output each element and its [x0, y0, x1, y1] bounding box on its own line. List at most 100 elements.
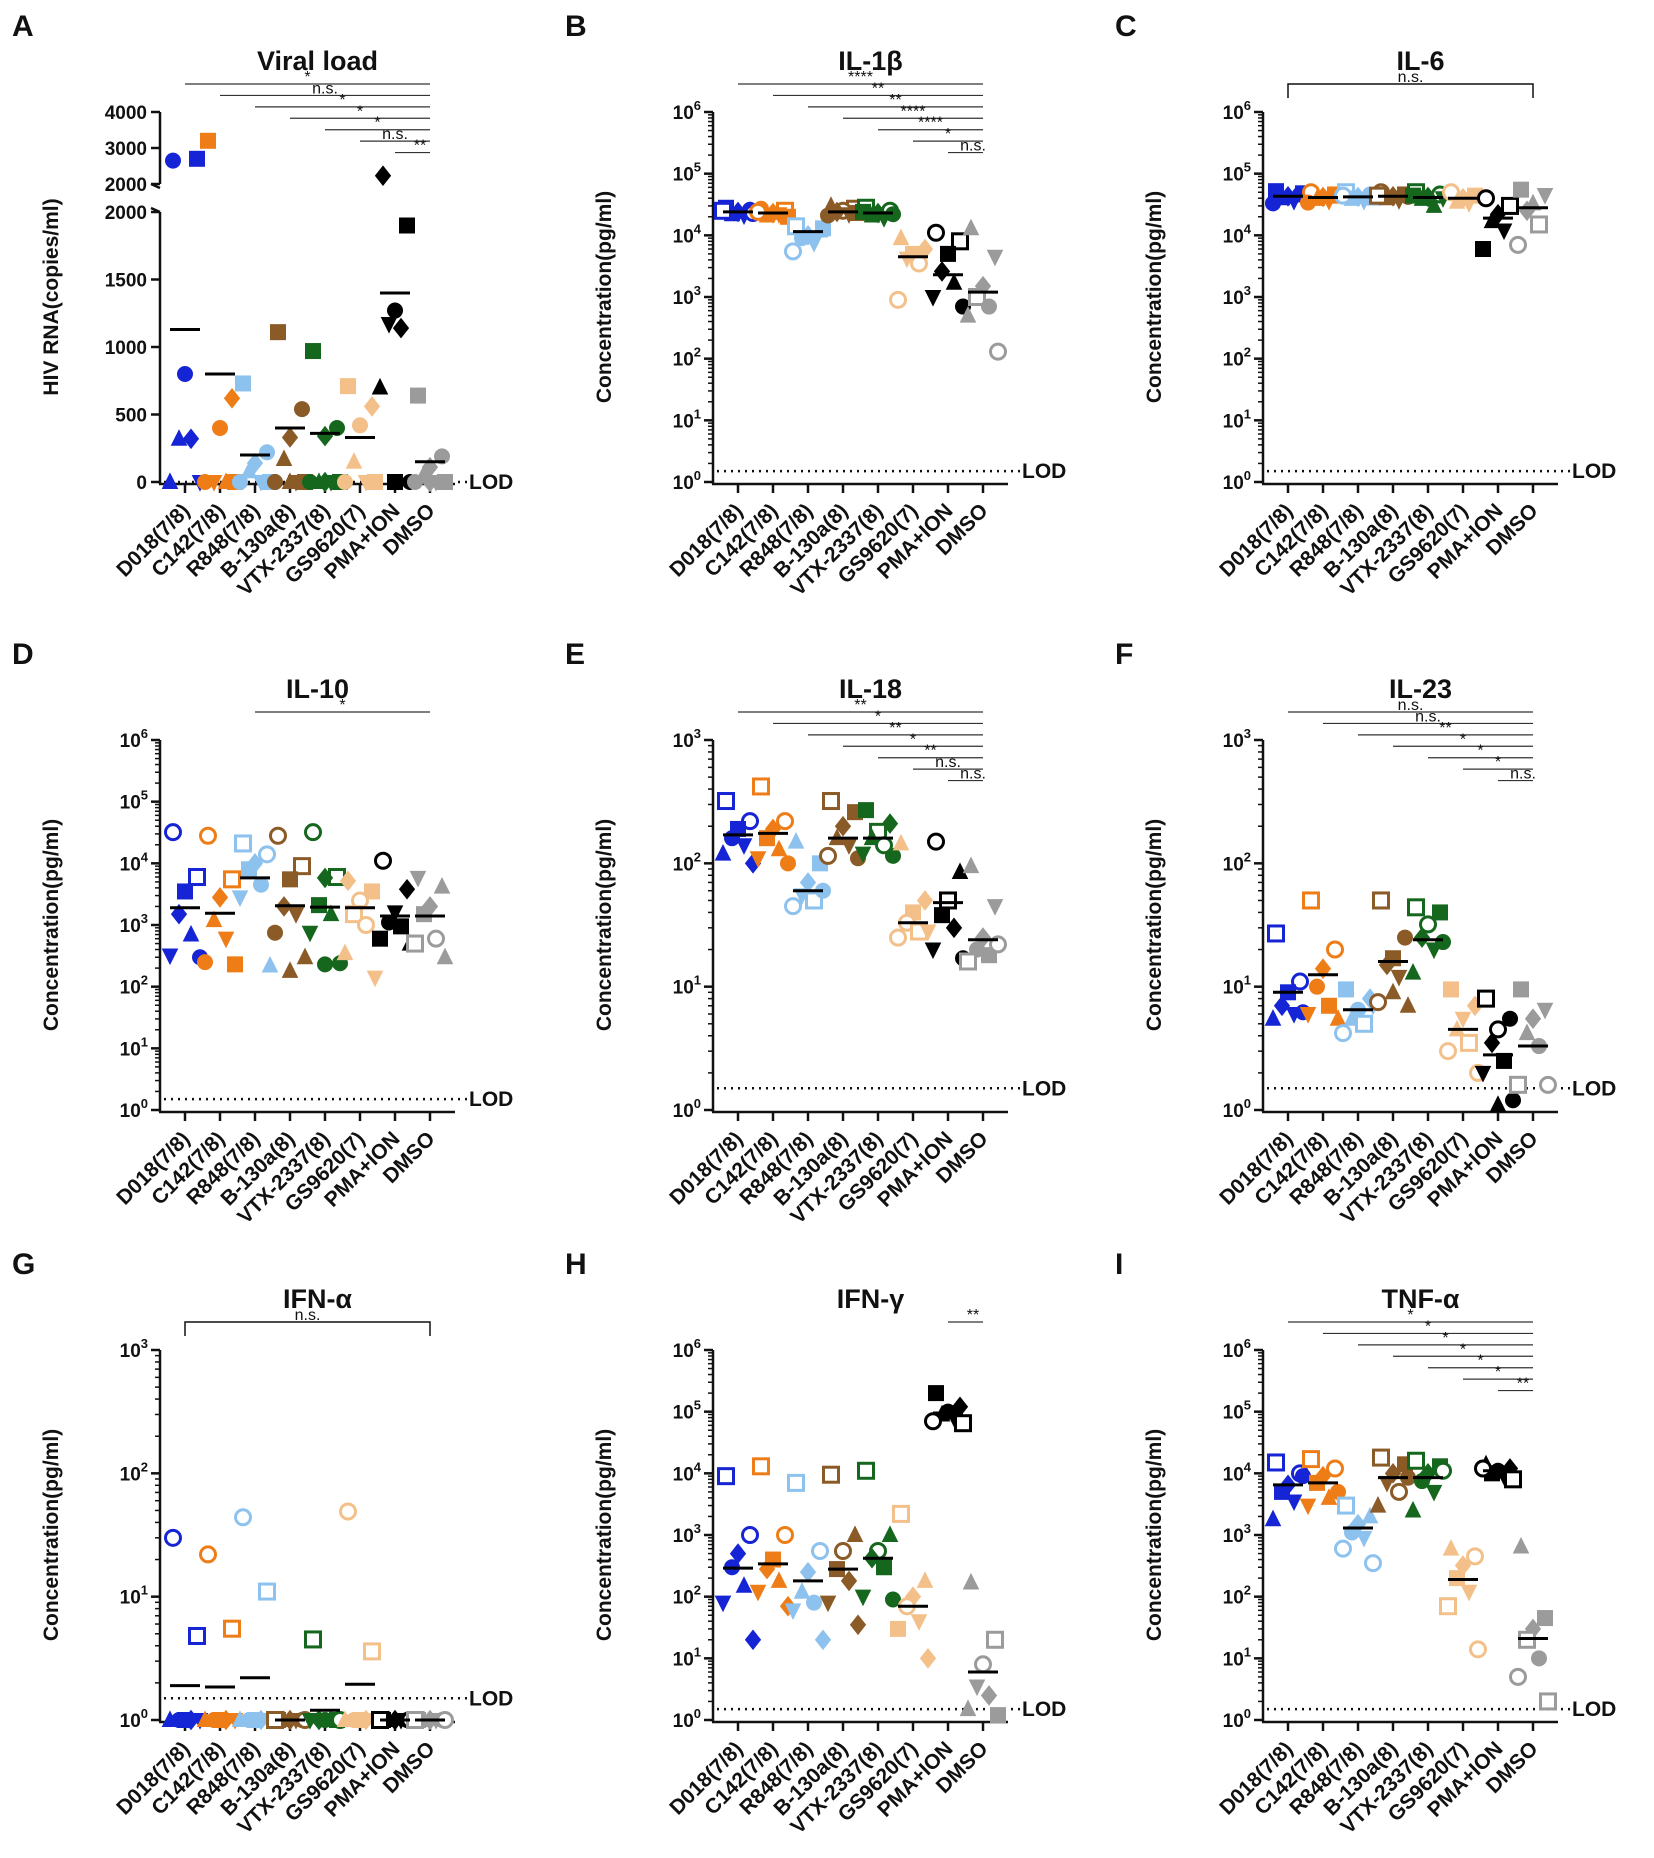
data-point — [1302, 891, 1320, 910]
significance-label: * — [1460, 731, 1466, 748]
data-point — [281, 427, 299, 448]
data-point — [1299, 1498, 1317, 1516]
data-point — [962, 1572, 980, 1590]
data-point — [1502, 1010, 1518, 1027]
y-tick-label: 103 — [673, 283, 701, 309]
data-point — [223, 870, 241, 889]
axes — [1254, 1348, 1558, 1731]
significance-label: * — [357, 103, 363, 120]
data-point — [945, 917, 963, 939]
data-point — [799, 1561, 817, 1583]
medians — [723, 1411, 998, 1674]
data-point — [329, 420, 345, 436]
data-point — [820, 207, 836, 224]
data-point — [1512, 1536, 1530, 1554]
panel-G: GIFN-αConcentration(pg/ml)100101102103D0… — [12, 1248, 513, 1839]
data-point — [161, 1710, 179, 1727]
data-point — [890, 1620, 906, 1637]
panel-letter: A — [12, 10, 34, 43]
data-point — [196, 1710, 214, 1727]
data-point — [959, 952, 977, 971]
y-tick-label: 102 — [120, 1459, 148, 1485]
y-tick-label: 102 — [673, 345, 701, 371]
significance-label: * — [1407, 1307, 1413, 1324]
data-point — [1489, 1095, 1507, 1112]
y-tick-label: 105 — [120, 788, 148, 814]
data-point — [372, 930, 388, 947]
data-point — [787, 1473, 805, 1492]
data-point — [819, 1595, 837, 1613]
significance: * — [255, 697, 430, 714]
data-point — [161, 472, 179, 489]
data-point — [398, 878, 416, 900]
data-point — [258, 1582, 276, 1601]
data-point — [345, 452, 363, 469]
data-point — [1334, 1539, 1352, 1558]
data-point — [876, 1559, 892, 1576]
data-point — [1489, 1020, 1507, 1039]
chart-title: IFN-α — [283, 1284, 352, 1314]
data-point — [1355, 1014, 1373, 1033]
chart-title: Viral load — [257, 46, 378, 76]
data-point — [1539, 1075, 1557, 1094]
data-point — [231, 890, 249, 908]
data-point — [1285, 1494, 1303, 1512]
data-point — [986, 899, 1004, 916]
significance-label: n.s. — [935, 754, 961, 771]
significance-label: * — [304, 69, 310, 86]
y-tick-label: 1500 — [105, 271, 147, 292]
y-tick-label: 103 — [1223, 1521, 1251, 1547]
data-point — [235, 375, 251, 392]
significance-label: * — [875, 708, 881, 725]
data-point — [296, 947, 314, 965]
data-point — [364, 883, 380, 900]
panel-letter: B — [565, 10, 587, 43]
chart-title: IL-18 — [839, 674, 902, 704]
data-point — [1469, 1640, 1487, 1659]
axes — [151, 1348, 455, 1731]
data-point — [1397, 929, 1413, 946]
y-tick-label: 104 — [673, 221, 702, 247]
data-point — [714, 1595, 732, 1613]
data-point — [927, 832, 945, 851]
significance-label: ** — [1517, 1376, 1529, 1393]
data-point — [1448, 192, 1466, 209]
data-point — [1384, 982, 1402, 1000]
significance-label: ** — [889, 720, 901, 737]
data-point — [1369, 1495, 1387, 1513]
data-point — [919, 924, 937, 942]
data-point — [959, 305, 977, 323]
y-tick-label: 100 — [1223, 1706, 1251, 1732]
y-tick-label: 102 — [673, 1583, 701, 1609]
data-point — [854, 846, 872, 864]
data-point — [784, 242, 802, 261]
data-point — [1413, 927, 1431, 948]
data-point — [951, 232, 969, 251]
panel-H: H IFN-γ Concentration(pg/ml) 100 101 102 103 10… — [565, 1248, 1066, 1839]
data-point — [357, 916, 375, 934]
data-point — [1399, 996, 1417, 1013]
significance-label: * — [1425, 1318, 1431, 1335]
y-tick-label: 103 — [1223, 726, 1251, 752]
y-axis-label: Concentration(pg/ml) — [593, 1429, 616, 1641]
panel-letter: D — [12, 638, 34, 671]
lod-label: LOD — [1572, 1077, 1616, 1100]
data-point — [311, 897, 327, 914]
data-point — [986, 1630, 1004, 1649]
data-point — [234, 1508, 252, 1527]
data-point — [892, 228, 910, 246]
data-point — [281, 961, 299, 978]
chart-title: IL-6 — [1396, 46, 1444, 76]
data-point — [1442, 1539, 1460, 1556]
y-tick-label: 100 — [120, 1096, 148, 1122]
significance: n.s. — [1287, 69, 1534, 98]
data-point — [974, 1655, 992, 1674]
data-point — [1537, 1610, 1553, 1627]
data-point — [840, 1570, 858, 1592]
data-point — [267, 474, 283, 490]
data-point — [1404, 1500, 1422, 1518]
data-point — [717, 1467, 735, 1486]
data-point — [165, 152, 181, 169]
data-point — [197, 474, 213, 490]
data-point — [1361, 1506, 1379, 1524]
